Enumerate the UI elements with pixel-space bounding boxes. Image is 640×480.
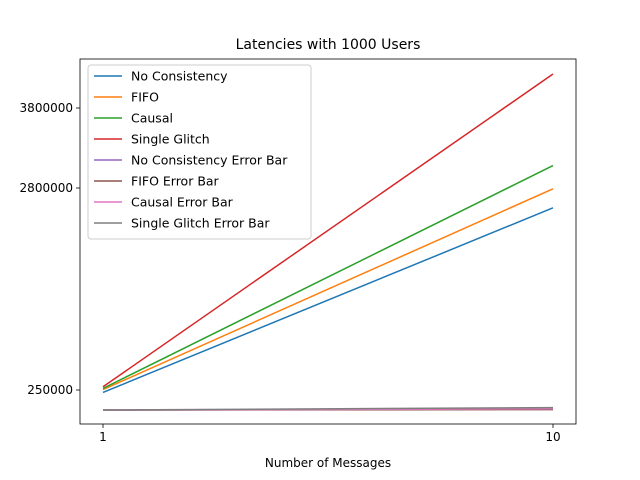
x-tick-label: 10 — [545, 430, 560, 444]
y-tick-label: 250000 — [27, 383, 73, 397]
legend-box — [87, 64, 312, 240]
legend-label: No Consistency Error Bar — [131, 153, 288, 168]
chart-title: Latencies with 1000 Users — [236, 37, 421, 53]
legend-label: Single Glitch — [131, 132, 210, 147]
y-axis-ticks: 250000 2800000 3800000 — [20, 101, 80, 397]
series-line-0 — [102, 207, 554, 394]
legend-label: Causal Error Bar — [131, 195, 234, 210]
y-tick-label: 3800000 — [20, 101, 73, 115]
series-line-3 — [102, 73, 554, 388]
plot-lines — [102, 73, 554, 411]
legend-label: Single Glitch Error Bar — [131, 216, 270, 231]
legend: No Consistency FIFO Causal Single Glitch No … — [87, 64, 312, 240]
series-line-7 — [102, 406, 554, 411]
x-axis-ticks: 1 10 — [99, 424, 561, 444]
series-line-1 — [102, 188, 554, 391]
legend-label: No Consistency — [131, 69, 228, 84]
axes-frame — [79, 58, 577, 425]
legend-label: Causal — [131, 111, 173, 126]
x-tick-label: 1 — [99, 430, 107, 444]
legend-label: FIFO Error Bar — [131, 174, 220, 189]
x-axis-label: Number of Messages — [265, 456, 391, 470]
series-line-2 — [102, 164, 554, 390]
plot-area-border — [79, 58, 577, 425]
y-tick-label: 2800000 — [20, 181, 73, 195]
legend-label: FIFO — [131, 90, 159, 105]
